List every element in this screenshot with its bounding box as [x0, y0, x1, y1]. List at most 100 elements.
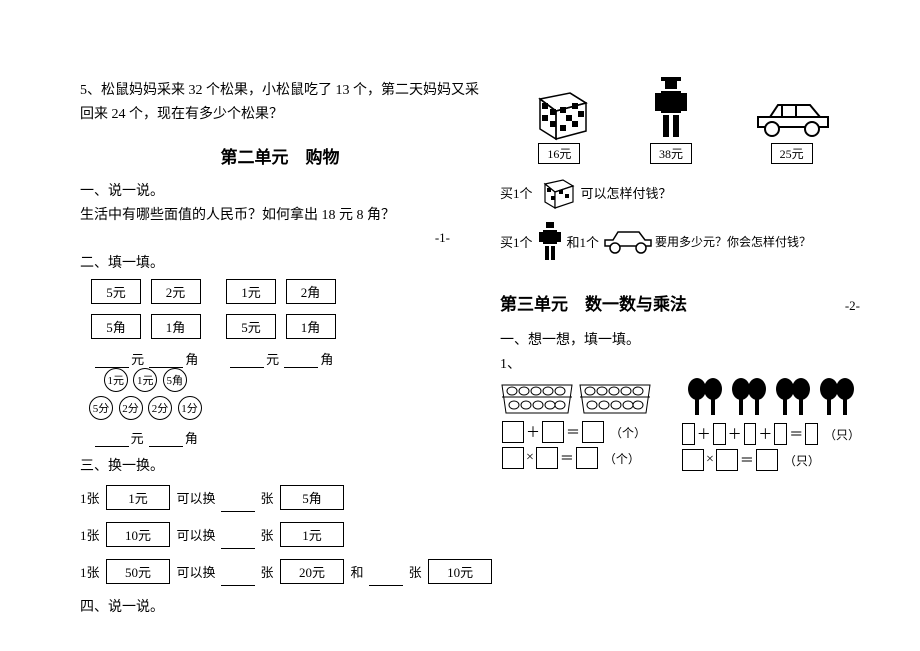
egg-tray-icon [578, 377, 652, 417]
page-num-2: -2- [845, 298, 860, 314]
blank-box[interactable] [682, 423, 695, 445]
fill-group-2: 1元 2角 5元 1角 元 角 [223, 277, 339, 368]
label: 张 [261, 528, 274, 543]
robot-icon [647, 75, 695, 143]
money-box: 2角 [286, 279, 336, 304]
money-box: 1角 [286, 314, 336, 339]
label: 1张 [80, 565, 100, 580]
blank-box[interactable] [756, 449, 778, 471]
q5-text: 5、松鼠妈妈采来 32 个松果，小松鼠吃了 13 个，第二天妈妈又采回来 24 … [80, 79, 480, 127]
blank-box[interactable] [744, 423, 757, 445]
label: 要用多少元？你会怎样付钱？ [655, 233, 811, 250]
label: 1张 [80, 528, 100, 543]
label: 和 [351, 565, 364, 580]
exchange-row-3: 1张 50元 可以换 张 20元 和 张 10元 [80, 557, 480, 586]
blank[interactable] [221, 495, 255, 512]
label: 买1个 [500, 183, 533, 202]
blank-box[interactable] [502, 447, 524, 469]
unit3-title: 第三单元 数一数与乘法 [500, 290, 845, 315]
money-circle: 5角 [163, 368, 187, 392]
eggs-col: ＋＝（个） ×＝（个） [500, 377, 660, 475]
robot-small-icon [535, 220, 565, 262]
buy-robot-car-row: 买1个 和1个 要用多少元？你会怎样付钱？ [500, 220, 860, 262]
label: 张 [261, 491, 274, 506]
money-box: 1元 [280, 522, 344, 547]
label: 可以换 [177, 528, 216, 543]
car-small-icon [601, 224, 653, 258]
label-yuan: 元 [266, 352, 279, 367]
paddles-col: ＋＋＋＝（只） ×＝（只） [680, 377, 860, 475]
blank-box[interactable] [713, 423, 726, 445]
price-label: 16元 [538, 143, 580, 164]
exchange-row-2: 1张 10元 可以换 张 1元 [80, 520, 480, 549]
label: 张 [261, 565, 274, 580]
blank-box[interactable] [576, 447, 598, 469]
money-box: 10元 [428, 559, 492, 584]
blank[interactable] [221, 532, 255, 549]
label: 可以换 [177, 491, 216, 506]
blank-box[interactable] [536, 447, 558, 469]
blank-box[interactable] [774, 423, 787, 445]
money-box: 10元 [106, 522, 170, 547]
blank[interactable] [95, 351, 129, 368]
car-icon [752, 93, 832, 143]
money-box: 5角 [280, 485, 344, 510]
exchange-row-1: 1张 1元 可以换 张 5角 [80, 483, 480, 512]
money-box: 50元 [106, 559, 170, 584]
blank-box[interactable] [502, 421, 524, 443]
money-box: 5角 [91, 314, 141, 339]
cube-small-icon [537, 172, 577, 212]
label-jiao: 角 [185, 431, 198, 446]
label: 买1个 [500, 232, 533, 251]
unit2-s1-head: 一、说一说。 [80, 180, 480, 200]
blank[interactable] [149, 351, 183, 368]
blank[interactable] [369, 569, 403, 586]
label: （只） [824, 426, 860, 443]
blank-box[interactable] [716, 449, 738, 471]
label-yuan: 元 [131, 431, 144, 446]
money-circle: 5分 [89, 396, 113, 420]
money-circle: 1元 [133, 368, 157, 392]
money-box: 1元 [106, 485, 170, 510]
blank-box[interactable] [805, 423, 818, 445]
money-box: 5元 [91, 279, 141, 304]
money-circle: 2分 [148, 396, 172, 420]
cube-icon [528, 81, 590, 143]
blank[interactable] [95, 430, 129, 447]
label: 和1个 [567, 232, 600, 251]
paddle-pair-icon [683, 377, 725, 419]
blank-box[interactable] [582, 421, 604, 443]
paddle-pair-icon [815, 377, 857, 419]
paddle-pair-icon [771, 377, 813, 419]
paddle-pair-icon [727, 377, 769, 419]
label: 张 [409, 565, 422, 580]
page-num-1: -1- [80, 230, 450, 246]
label: 可以换 [177, 565, 216, 580]
blank-box[interactable] [682, 449, 704, 471]
money-box: 1元 [226, 279, 276, 304]
buy-cube-row: 买1个 可以怎样付钱？ [500, 172, 860, 212]
unit2-s2-head: 二、填一填。 [80, 252, 480, 272]
blank[interactable] [284, 351, 318, 368]
money-box: 2元 [151, 279, 201, 304]
money-circle: 2分 [119, 396, 143, 420]
fill-group-1: 5元 2元 5角 1角 元 角 [88, 277, 204, 368]
label: 1张 [80, 491, 100, 506]
money-circle: 1元 [104, 368, 128, 392]
money-box: 1角 [151, 314, 201, 339]
price-label: 38元 [650, 143, 692, 164]
price-label: 25元 [771, 143, 813, 164]
label-jiao: 角 [185, 352, 198, 367]
blank[interactable] [149, 430, 183, 447]
unit2-title: 第二单元 购物 [80, 143, 480, 168]
money-circle: 1分 [178, 396, 202, 420]
egg-tray-icon [500, 377, 574, 417]
label: （个） [610, 424, 646, 441]
blank[interactable] [221, 569, 255, 586]
blank[interactable] [230, 351, 264, 368]
label-jiao: 角 [320, 352, 333, 367]
unit3-q1-label: 1、 [500, 353, 860, 373]
label: 可以怎样付钱？ [581, 183, 672, 202]
blank-box[interactable] [542, 421, 564, 443]
unit3-s1-head: 一、想一想，填一填。 [500, 329, 860, 349]
